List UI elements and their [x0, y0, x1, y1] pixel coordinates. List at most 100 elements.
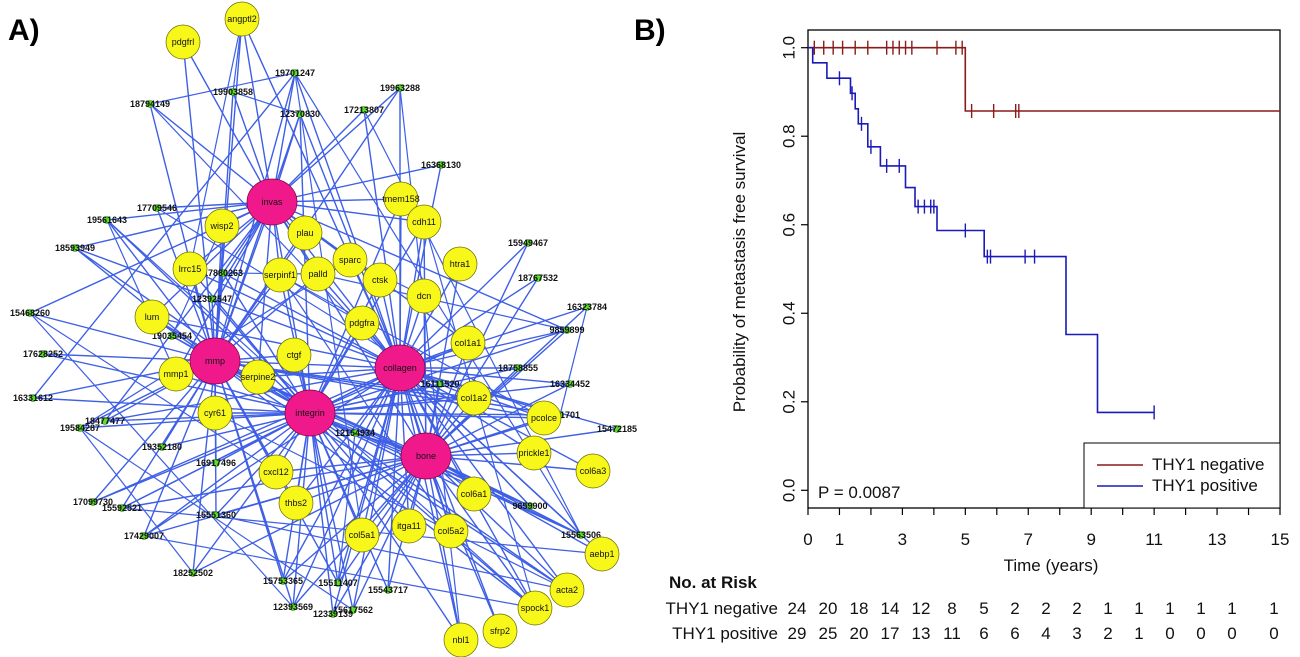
network-edge: [337, 432, 356, 584]
pmid-label: 17709546: [137, 203, 177, 213]
pmid-node: [566, 380, 574, 388]
gene-node: [456, 476, 492, 512]
gene-label: ctgf: [287, 350, 302, 360]
gene-label: nbl1: [452, 635, 469, 645]
network-edge: [399, 367, 571, 385]
network-edge: [309, 412, 339, 584]
gene-label: serpinf1: [264, 270, 296, 280]
network-edge: [352, 455, 427, 611]
pmid-label: 18767532: [518, 273, 558, 283]
network-edge: [106, 219, 216, 362]
network-edge: [425, 455, 462, 641]
network-edge: [271, 87, 401, 203]
legend-label-negative: THY1 negative: [1152, 455, 1264, 474]
gene-label: pdgfrl: [172, 37, 195, 47]
gene-node: [276, 337, 312, 373]
risk-cell: 24: [788, 599, 807, 618]
plot-frame: [807, 29, 1281, 509]
hub-node: [374, 344, 426, 392]
pmid-node: [118, 504, 126, 512]
gene-label: col1a1: [455, 338, 482, 348]
gene-label: tmem158: [382, 194, 420, 204]
network-edge: [425, 277, 539, 457]
risk-cell: 1: [1269, 599, 1278, 618]
x-tick-label: 9: [1086, 530, 1095, 549]
pmid-label: 12154934: [335, 428, 375, 438]
pmid-label: 15753365: [263, 576, 303, 586]
risk-cell: 1: [1134, 599, 1143, 618]
gene-label: col1a2: [461, 393, 488, 403]
pmid-label: 15563506: [561, 530, 601, 540]
gene-label: angptl2: [227, 14, 257, 24]
y-tick-label: 0.8: [779, 124, 798, 148]
pmid-node: [146, 100, 154, 108]
pmid-node: [279, 577, 287, 585]
network-edge: [92, 367, 401, 503]
gene-label: cxcl12: [263, 467, 289, 477]
gene-label: cdh11: [412, 217, 436, 227]
network-edge: [309, 412, 475, 495]
network-edge: [309, 412, 462, 641]
hub-label: mmp: [205, 356, 225, 366]
pmid-node: [39, 350, 47, 358]
legend: THY1 negative THY1 positive: [1083, 442, 1281, 509]
y-tick-label: 0.6: [779, 213, 798, 237]
network-edge: [214, 360, 568, 591]
pmid-node: [396, 84, 404, 92]
y-axis-label: Probability of metastasis free survival: [730, 132, 749, 413]
legend-box: [1083, 442, 1281, 509]
pmid-node: [514, 364, 522, 372]
pmid-label: 17429007: [124, 531, 164, 541]
gene-label: prickle1: [518, 448, 549, 458]
pmid-label: 12393569: [273, 602, 313, 612]
network-edges: [29, 18, 618, 641]
pmid-label: 18593949: [55, 243, 95, 253]
network-edge: [175, 201, 273, 375]
network-edge: [192, 455, 427, 574]
pmid-label: 19963288: [380, 83, 420, 93]
risk-cell: 13: [912, 624, 931, 643]
network-edge: [143, 412, 311, 537]
network-edge: [192, 412, 311, 574]
risk-cell: 1: [1165, 599, 1174, 618]
x-axis: 0 1 3 5 7 9 11 13 15: [803, 508, 1289, 549]
pmid-label: 19903858: [213, 87, 253, 97]
y-tick-label: 0.0: [779, 478, 798, 502]
risk-cell: 1: [1134, 624, 1143, 643]
risk-cell: 17: [881, 624, 900, 643]
network-edge: [294, 72, 401, 369]
y-tick-label: 0.2: [779, 390, 798, 414]
gene-label: dcn: [417, 291, 432, 301]
gene-node: [197, 395, 233, 431]
pmid-label: 15472185: [597, 424, 637, 434]
network-edge: [309, 412, 334, 615]
pmid-node: [71, 244, 79, 252]
gene-node: [450, 325, 486, 361]
gene-label: plau: [296, 228, 313, 238]
pmid-node: [103, 216, 111, 224]
pmid-label: 16331612: [13, 393, 53, 403]
survival-plot: 0.00.20.40.60.81.0 0 1 3 5 7 9 11 13 15 Probabil…: [730, 29, 1289, 575]
hub-label: invas: [261, 197, 283, 207]
network-edge: [282, 367, 401, 582]
pmid-node: [89, 498, 97, 506]
network-edge: [282, 455, 427, 582]
hub-node: [284, 389, 336, 437]
network-edge: [399, 306, 588, 369]
pmid-node: [296, 110, 304, 118]
risk-cell: 14: [881, 599, 900, 618]
pmid-label: 15468260: [10, 308, 50, 318]
pmid-node: [534, 274, 542, 282]
network-edge: [214, 360, 582, 536]
risk-cell: 6: [979, 624, 988, 643]
gene-label: pdgfra: [349, 318, 375, 328]
network-edge: [106, 201, 273, 221]
pmid-node: [437, 161, 445, 169]
risk-cell: 2: [1103, 624, 1112, 643]
hub-node: [189, 337, 241, 385]
gene-node: [406, 204, 442, 240]
risk-cell: 1: [1103, 599, 1112, 618]
gene-label: acta2: [556, 585, 578, 595]
network-edge: [309, 279, 381, 414]
pmid-node: [153, 204, 161, 212]
